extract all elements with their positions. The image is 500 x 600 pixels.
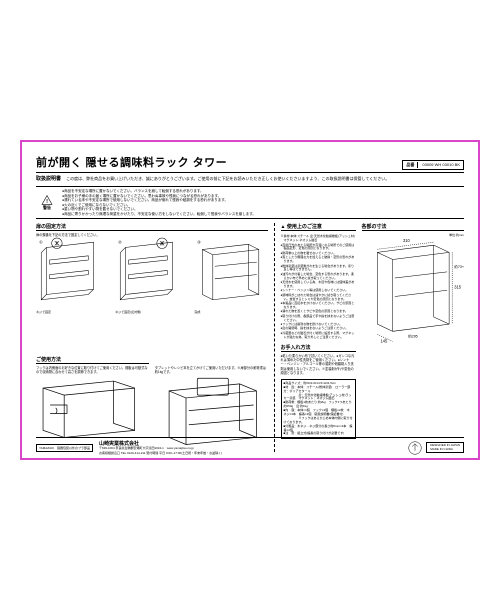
- caution-item: ●落としたり無理な力を加えると破損・変形の恐れがあります。: [281, 256, 356, 264]
- warning-icon: ! 警告: [36, 189, 58, 216]
- assembly-section: 扉の固定方法 扉の蝶番を下記の方法で固定してください。: [36, 223, 268, 350]
- usage-right: タブレットやレシピ本を立てかけてご使用いただけます。※扉部分の耐荷重は約1kgで…: [155, 356, 268, 452]
- usage-left: ご使用方法 フックは内側面のお好きな位置に取り付けてご使用ください。棚板は可動式…: [36, 356, 149, 452]
- dim-shelf: 約73〜約85: [454, 264, 464, 269]
- dim-h: 315: [454, 285, 462, 290]
- usage-section: ご使用方法 フックは内側面のお好きな位置に取り付けてご使用ください。棚板は可動式…: [36, 356, 268, 452]
- company-tel: お客様相談窓口 TEL 0120-414-211 受付時間:平日 9:00~17…: [99, 451, 222, 455]
- fig1-note: ネジで固定: [36, 310, 109, 314]
- warning-text: ●商品を不安定な場所に置かないでください。バランスを崩して転倒する恐れがあります…: [62, 189, 464, 216]
- assembly-fig-2: ② ネジで固定(反対側): [115, 237, 188, 314]
- footer-left: YAMAZAKI 容器包装以外のプラ部品 山崎実業株式会社 〒639-1064 …: [36, 440, 222, 455]
- product-title: 前が開く 隠せる調味料ラック タワー: [36, 154, 227, 170]
- subtitle-text: この度は、弊社商品をお買い上げいただき、誠にありがとうございます。ご使用の前に下…: [66, 176, 389, 181]
- fig3-label: ③: [197, 240, 201, 245]
- usage-fig-1: [36, 374, 149, 444]
- part-label: 品番: [406, 162, 418, 168]
- assembly-fig-3: ③ 完成: [194, 237, 267, 314]
- instruction-sheet: 前が開く 隠せる調味料ラック タワー 品番 03009 WH 03010 BK …: [20, 140, 480, 460]
- company-block: 山崎実業株式会社 〒639-1064 奈良県生駒郡安堵町大字窪田1034-1 w…: [99, 440, 222, 455]
- usage-title: ご使用方法: [36, 356, 149, 364]
- specs-box: ■商品サイズ：約W31×D14.5×H31.5cm ■材 質：本体：スチール(粉…: [281, 379, 356, 439]
- caution-section: ▲ 使用上のご注意 ※素材:本体:スチール 扉:天然木化粧繊維板(アッシュ材)マ…: [274, 223, 356, 452]
- subtitle-row: 取扱説明書 この度は、弊社商品をお買い上げいただき、誠にありがとうございます。ご…: [36, 175, 464, 182]
- usage-left-note: フックは内側面のお好きな位置に取り付けてご使用ください。棚板は可動式なので収納物…: [36, 366, 149, 374]
- dimensions-diagram: 310 315 145 約73〜約85 約295: [362, 237, 465, 350]
- dimensions-title: 各部の寸法: [362, 223, 465, 231]
- dim-inner: 約295: [408, 334, 418, 339]
- assembly-title: 扉の固定方法: [36, 223, 268, 231]
- svg-text:!: !: [46, 198, 48, 204]
- care-title: お手入れ方法: [281, 344, 356, 352]
- content-grid: 扉の固定方法 扉の蝶番を下記の方法で固定してください。: [36, 223, 464, 433]
- fig2-note: ネジで固定(反対側): [115, 310, 188, 314]
- fig1-label: ①: [39, 240, 43, 245]
- dim-w: 310: [403, 238, 411, 243]
- assembly-fig-1: ① ネジで固定: [36, 237, 109, 314]
- footer-right: DESIGNED IN JAPAN MADE IN CHINA: [408, 441, 464, 455]
- part-number-box: 品番 03009 WH 03010 BK: [402, 160, 464, 170]
- caution-item: ●冷蔵庫などの磁石が付く場所に設置する際、マグネットが強力な為、取り外しにご注意…: [281, 332, 356, 340]
- recycle-box: YAMAZAKI 容器包装以外のプラ部品: [36, 444, 93, 452]
- caution-item: ※素材:本体:スチール 扉:天然木化粧繊維板(アッシュ材)マグネット:ネオジム磁…: [281, 235, 356, 243]
- part-number: 03009 WH 03010 BK: [422, 162, 460, 168]
- caution-title: ▲ 使用上のご注意: [281, 223, 356, 231]
- header-row: 前が開く 隠せる調味料ラック タワー 品番 03009 WH 03010 BK: [36, 154, 464, 173]
- warning-label: 警告: [43, 205, 51, 211]
- fig3-note: 完成: [194, 310, 267, 314]
- warn-line: ●商品に寄りかかったり無理な荷重をかけたり、不安定な使い方をしないでください。転…: [62, 212, 464, 217]
- made-box: DESIGNED IN JAPAN MADE IN CHINA: [426, 442, 464, 453]
- dimensions-section: 各部の寸法 単位:約mm 310 315 145 約73〜約85: [362, 223, 465, 350]
- warning-box: ! 警告 ●商品を不安定な場所に置かないでください。バランスを崩して転倒する恐れ…: [36, 186, 464, 219]
- subtitle-label: 取扱説明書: [36, 176, 61, 182]
- dim-d: 145: [380, 339, 388, 344]
- care-text: ●乾いた柔らかい布で拭いてください。●ガンコな汚れは薄めた中性洗剤をご使用くださ…: [281, 354, 356, 375]
- made-2: MADE IN CHINA: [430, 448, 460, 452]
- assembly-figures: ① ネジで固定: [36, 237, 268, 314]
- caution-list: ※素材:本体:スチール 扉:天然木化粧繊維板(アッシュ材)マグネット:ネオジム磁…: [281, 235, 356, 340]
- recycle-icon: [408, 441, 422, 455]
- usage-right-note: タブレットやレシピ本を立てかけてご使用いただけます。※扉部分の耐荷重は約1kgで…: [155, 366, 268, 374]
- fig2-label: ②: [118, 240, 122, 245]
- spec-row: ■注 意：組立式(蝶番の取り付けが必要です): [284, 432, 353, 436]
